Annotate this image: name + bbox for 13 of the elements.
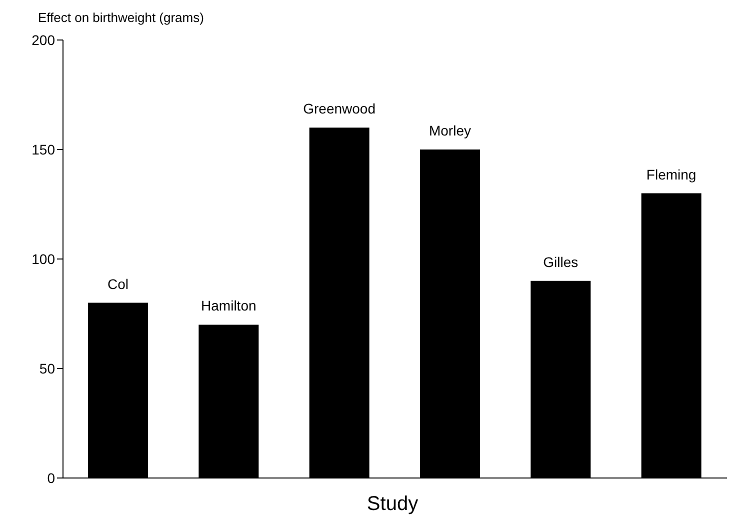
- x-tick-label: Hamilton: [201, 298, 256, 314]
- x-axis-title: Study: [366, 493, 420, 516]
- x-tick-label: Fleming: [646, 166, 696, 182]
- y-axis-title: Effect on birthweight (grams): [38, 10, 204, 25]
- y-tick-label: 150: [32, 141, 56, 158]
- y-tick-label: 50: [39, 360, 56, 376]
- x-tick-label: Gilles: [543, 254, 578, 270]
- y-tick-label: 100: [32, 250, 56, 267]
- y-tick-label: 0: [47, 470, 56, 486]
- x-tick-label: Greenwood: [303, 100, 376, 117]
- x-tick-label: Morley: [428, 122, 472, 138]
- y-tick-label: 200: [32, 32, 56, 48]
- x-tick-label: Col: [107, 276, 129, 292]
